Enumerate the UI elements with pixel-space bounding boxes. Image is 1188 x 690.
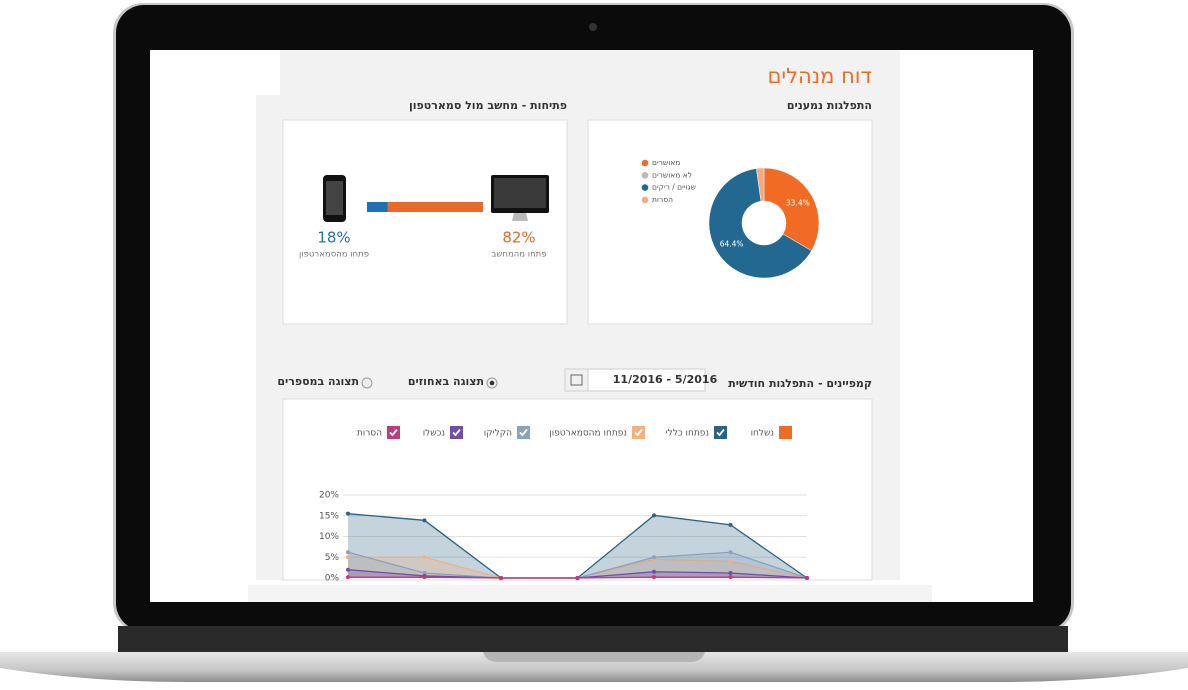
calendar-icon	[570, 374, 583, 386]
point	[499, 576, 503, 580]
point	[422, 518, 427, 523]
legend-swatch	[641, 159, 649, 167]
legend-swatch	[641, 196, 649, 204]
point	[652, 513, 656, 518]
pie-slice	[708, 168, 812, 279]
radio[interactable]	[361, 377, 373, 389]
point	[728, 559, 733, 564]
point	[422, 575, 427, 580]
section-title: התפלגות נמענים	[787, 99, 872, 112]
desktop-stand	[512, 213, 528, 221]
camera	[589, 23, 597, 31]
laptop-notch	[483, 652, 705, 662]
legend-label: מאושרים	[652, 158, 680, 167]
radio-label[interactable]: תצוגה באחוזים	[408, 375, 484, 388]
point	[652, 569, 656, 574]
point	[728, 575, 733, 580]
area-fill	[348, 513, 807, 578]
value-label: 18%	[317, 229, 350, 247]
panel	[282, 119, 568, 325]
legend-check	[519, 428, 528, 437]
point	[728, 522, 733, 527]
legend-label: הקליקו	[484, 429, 512, 439]
legend-label: הסרות	[652, 195, 673, 204]
legend-swatch	[641, 172, 649, 179]
panel	[282, 398, 873, 581]
point	[422, 555, 427, 560]
caption: פתחו מהסמארטפון	[299, 250, 369, 260]
point	[346, 555, 350, 560]
legend-label: נפתחו כללי	[666, 429, 709, 439]
y-tick-label: 20%	[319, 491, 339, 501]
calendar-button[interactable]	[564, 368, 589, 392]
point	[346, 511, 350, 516]
legend-label: נפתחו מהסמארטפון	[549, 429, 627, 439]
value-label: 82%	[502, 229, 535, 247]
legend-check	[634, 428, 643, 437]
legend-label: נשלחו	[751, 429, 774, 439]
area-fill	[348, 552, 807, 578]
pie-slice	[763, 167, 820, 252]
laptop-base	[0, 652, 1188, 682]
point	[346, 550, 350, 555]
content-bg	[280, 50, 900, 96]
content-footer	[248, 585, 932, 602]
legend-box	[779, 426, 792, 439]
y-tick-label: 5%	[325, 553, 340, 563]
point	[805, 576, 809, 580]
y-tick-label: 15%	[319, 511, 339, 521]
desktop-screen	[494, 178, 546, 208]
legend-label: הסרות	[357, 429, 382, 439]
laptop-lower-bezel	[118, 626, 1068, 654]
point	[575, 576, 580, 580]
point	[346, 575, 350, 580]
phone-screen	[326, 181, 343, 215]
legend-label: נכשלו	[423, 429, 445, 439]
legend-swatch	[641, 184, 649, 191]
page-title: דוח מנהלים	[767, 64, 872, 88]
radio-dot	[489, 380, 495, 386]
section-title: קמפיינים - התפלגות חודשית	[728, 377, 872, 390]
legend-check	[716, 428, 725, 437]
point	[422, 571, 427, 576]
data-label: 64.4%	[720, 240, 744, 249]
point	[652, 575, 656, 580]
point	[652, 555, 656, 560]
caption: פתחו מהמחשב	[491, 250, 546, 260]
section-title: פתיחות - מחשב מול סמארטפון	[409, 99, 567, 112]
pie-slice	[756, 167, 765, 202]
legend-label: שגויים / ריקים	[652, 183, 696, 192]
point	[728, 550, 733, 555]
radio-label[interactable]: תצוגה במספרים	[277, 375, 359, 388]
point	[346, 567, 350, 572]
bar-segment	[367, 202, 388, 212]
legend-check	[389, 428, 398, 437]
y-tick-label: 10%	[319, 532, 339, 542]
legend-label: לא מאושרים	[652, 170, 692, 179]
y-tick-label: 0%	[325, 574, 340, 584]
data-label: 33.4%	[786, 199, 810, 208]
area-fill	[348, 569, 807, 578]
bar-segment	[387, 202, 483, 212]
date-range: 11/2016 - 5/2016	[613, 373, 718, 386]
legend-check	[452, 428, 461, 437]
point	[728, 571, 733, 576]
